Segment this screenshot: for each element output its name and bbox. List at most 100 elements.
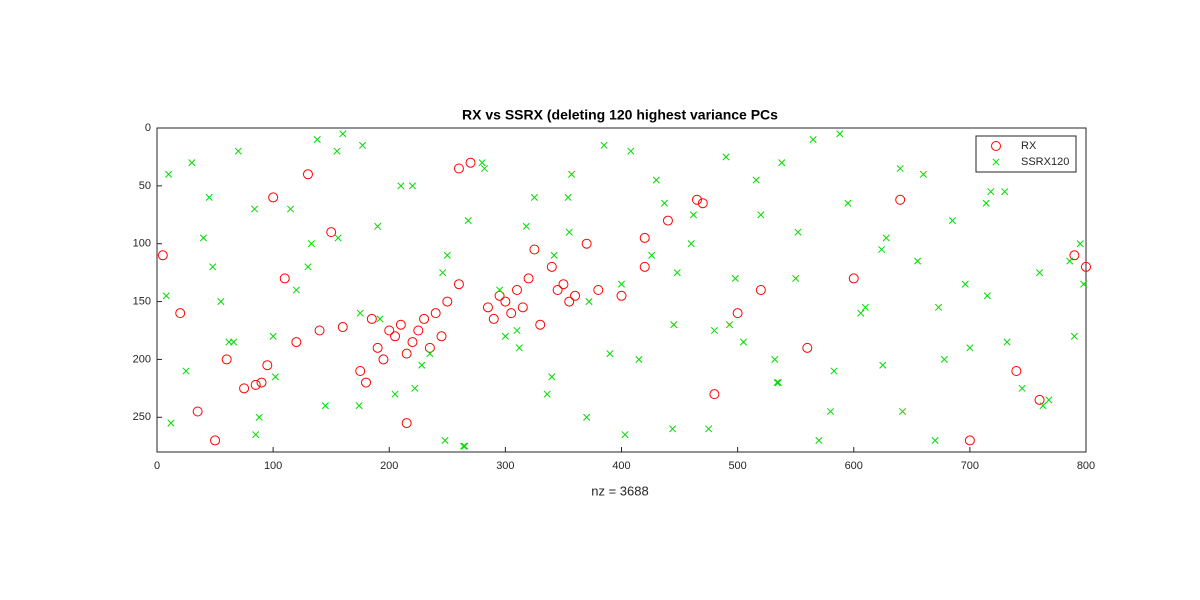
point [826, 407, 835, 416]
point [356, 309, 364, 317]
point [250, 379, 261, 390]
point [691, 194, 702, 205]
point [802, 342, 813, 353]
point [366, 313, 377, 324]
point [639, 261, 650, 272]
point [898, 407, 907, 416]
point [239, 383, 250, 394]
point [1070, 332, 1078, 340]
point [673, 269, 681, 277]
point [506, 308, 517, 319]
point [948, 217, 957, 225]
point [307, 240, 315, 248]
point [919, 170, 927, 178]
point [500, 296, 511, 307]
y-tick-label: 200 [133, 353, 151, 365]
point [269, 332, 277, 340]
point [488, 313, 499, 324]
point [755, 285, 766, 295]
point [494, 290, 505, 301]
point [861, 303, 869, 311]
point [501, 332, 509, 340]
point [523, 273, 534, 284]
point [794, 228, 802, 236]
point [570, 290, 581, 301]
x-tick-label: 800 [1077, 460, 1095, 472]
point [1080, 280, 1088, 288]
point [1034, 394, 1045, 405]
x-tick-label: 700 [961, 460, 979, 472]
point [732, 308, 743, 319]
point [361, 377, 372, 388]
point [606, 350, 614, 358]
point [337, 322, 348, 333]
point [1011, 366, 1022, 376]
point [517, 302, 528, 313]
point [480, 164, 489, 173]
point [565, 228, 573, 236]
point [1035, 269, 1044, 277]
point [934, 303, 943, 311]
point [844, 199, 852, 207]
point [705, 425, 713, 433]
point [513, 326, 521, 335]
point [453, 163, 464, 174]
point [413, 325, 424, 336]
point [175, 308, 186, 319]
y-tick-label: 250 [133, 411, 151, 423]
point [511, 285, 522, 295]
point [460, 442, 468, 450]
point [757, 211, 765, 219]
point [279, 273, 290, 284]
point [792, 274, 800, 282]
point [1081, 261, 1091, 272]
point [1018, 384, 1026, 392]
point [424, 342, 435, 353]
point [162, 292, 170, 300]
point [478, 159, 486, 167]
point [167, 419, 175, 427]
point [355, 402, 363, 410]
point [771, 355, 779, 363]
point [982, 199, 990, 207]
plot-area [156, 127, 1087, 453]
point [355, 366, 366, 376]
point [583, 413, 591, 421]
point [313, 136, 321, 144]
point [443, 251, 451, 259]
point [1003, 338, 1011, 346]
y-tick-label: 0 [145, 122, 151, 134]
point [401, 348, 412, 359]
point [262, 360, 273, 371]
point [192, 406, 203, 417]
point [964, 435, 975, 446]
point [408, 182, 417, 190]
point [271, 373, 280, 381]
point [157, 250, 168, 261]
x-tick-label: 600 [845, 460, 863, 472]
point [773, 379, 781, 387]
point [225, 338, 233, 346]
point [1069, 250, 1080, 261]
point [895, 194, 906, 205]
point [407, 337, 418, 348]
point [1001, 188, 1009, 196]
point [326, 227, 337, 238]
point [358, 141, 367, 149]
point [882, 234, 890, 242]
x-tick-label: 200 [380, 460, 398, 472]
point [436, 331, 447, 342]
point [931, 436, 939, 444]
point [482, 302, 493, 313]
point [940, 355, 948, 363]
point [752, 176, 760, 184]
point [697, 198, 708, 209]
point [548, 373, 556, 381]
point [778, 159, 786, 167]
point [221, 354, 232, 365]
point [530, 193, 538, 201]
point [256, 377, 267, 388]
legend-label: SSRX120 [1021, 156, 1069, 168]
point [314, 325, 325, 336]
